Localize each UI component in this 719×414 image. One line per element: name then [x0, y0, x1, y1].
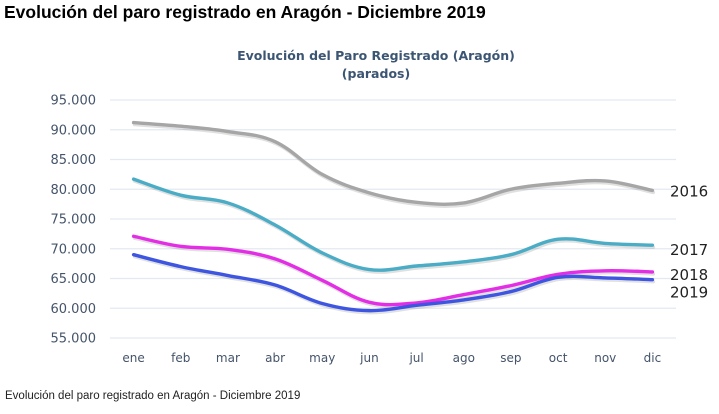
series-shadow: [132, 122, 656, 208]
page-title: Evolución del paro registrado en Aragón …: [4, 2, 486, 22]
chart-title: Evolución del Paro Registrado (Aragón): [237, 48, 515, 63]
x-tick-label: dic: [644, 351, 662, 365]
series-2017: [131, 177, 656, 274]
x-tick-label: may: [309, 351, 335, 365]
x-tick-label: mar: [216, 351, 240, 365]
y-tick-label: 75.000: [51, 213, 97, 228]
y-tick-label: 80.000: [51, 183, 97, 198]
series-label-2018: 2018: [670, 266, 708, 284]
y-axis: 95.000 90.000 85.000 80.000 75.000 70.000 65.0…: [51, 94, 97, 347]
series-line-2016: [131, 120, 655, 206]
x-tick-label: feb: [171, 351, 190, 365]
y-tick-label: 95.000: [51, 94, 97, 109]
y-tick-label: 85.000: [51, 153, 97, 168]
x-tick-label: ene: [122, 351, 144, 365]
series-line-2019: [131, 253, 655, 313]
x-tick-label: nov: [594, 351, 616, 365]
x-tick-label: jun: [359, 351, 379, 365]
series-shadow: [132, 179, 656, 274]
chart-subtitle: (parados): [342, 66, 410, 81]
x-tick-label: sep: [500, 351, 521, 365]
y-tick-label: 70.000: [51, 242, 97, 257]
y-tick-label: 65.000: [51, 272, 97, 287]
x-axis: ene feb mar abr may jun jul ago sep oct nov dic: [122, 351, 661, 365]
series-label-2016: 2016: [670, 182, 708, 200]
x-tick-label: abr: [265, 351, 285, 365]
series-shadow: [132, 255, 656, 315]
figure-caption: Evolución del paro registrado en Aragón …: [5, 390, 301, 402]
series-label-2019: 2019: [670, 284, 708, 302]
series-line-2018: [131, 234, 655, 307]
series-2019: [131, 253, 656, 315]
series-label-2017: 2017: [670, 241, 708, 259]
series-lines: [131, 120, 656, 315]
y-tick-label: 90.000: [51, 123, 97, 138]
series-2016: [131, 120, 656, 208]
series-line-2017: [131, 177, 655, 272]
y-tick-label: 55.000: [51, 332, 97, 347]
gridlines: [110, 99, 676, 339]
y-tick-label: 60.000: [51, 302, 97, 317]
x-tick-label: jul: [408, 351, 423, 365]
x-tick-label: ago: [453, 351, 475, 365]
x-tick-label: oct: [549, 351, 568, 365]
